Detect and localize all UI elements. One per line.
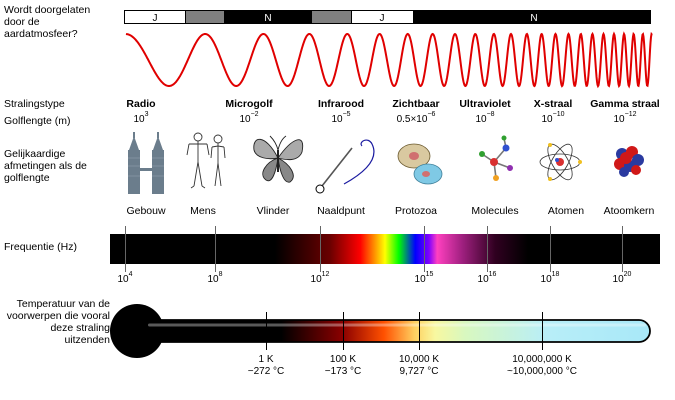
frequency-tick-label: 1016 xyxy=(477,271,497,285)
object-mens: Mens xyxy=(190,205,216,217)
temperature-tick-label: 1 K −272 °C xyxy=(247,354,285,377)
temperature-tick-mark xyxy=(343,312,344,350)
object-protozoa: Protozoa xyxy=(394,205,438,217)
band-gamma-straal: Gamma straal xyxy=(590,98,660,110)
wavelength-label: Golflengte (m) xyxy=(4,115,71,127)
temperature-tick-mark xyxy=(542,312,543,350)
wavelength-ultraviolet: 10−8 xyxy=(475,111,495,125)
atmosphere-label: Wordt doorgelaten door de aardatmosfeer? xyxy=(4,4,91,40)
molecule-icon xyxy=(479,135,513,181)
band-x-straal: X-straal xyxy=(533,98,573,110)
frequency-tick-label: 104 xyxy=(117,271,133,285)
frequency-tick-mark xyxy=(487,226,488,272)
frequency-tick-mark xyxy=(215,226,216,272)
scale-label: Gelijkaardige afmetingen als de golfleng… xyxy=(4,148,87,184)
frequency-tick-mark xyxy=(550,226,551,272)
atmosphere-segment-4 xyxy=(311,10,352,24)
object-gebouw: Gebouw xyxy=(126,205,166,217)
object-vlinder: Vlinder xyxy=(256,205,290,217)
band-ultraviolet: Ultraviolet xyxy=(459,98,511,110)
frequency-tick-mark xyxy=(320,226,321,272)
humans-icon xyxy=(186,132,226,189)
frequency-tick-label: 1018 xyxy=(540,271,560,285)
building-icon xyxy=(128,132,164,194)
butterfly-icon xyxy=(253,135,304,183)
frequency-tick-label: 1015 xyxy=(414,271,434,285)
frequency-spectrum-bar xyxy=(110,234,660,264)
band-zichtbaar: Zichtbaar xyxy=(392,98,440,110)
temperature-tick-label: 10,000 K 9,727 °C xyxy=(398,354,440,377)
temperature-tick-mark xyxy=(266,312,267,350)
radiation-type-label: Stralingstype xyxy=(4,98,65,110)
atmosphere-bar: J N J N xyxy=(124,10,651,24)
wavelength-microgolf: 10−2 xyxy=(239,111,259,125)
frequency-tick-mark xyxy=(125,226,126,272)
object-molecules: Molecules xyxy=(471,205,519,217)
wavelength-zichtbaar: 0.5×10−6 xyxy=(396,111,436,125)
atmosphere-segment-2 xyxy=(185,10,225,24)
wavelength-radio: 103 xyxy=(133,111,149,125)
wavelength-infrarood: 10−5 xyxy=(331,111,351,125)
electromagnetic-wave xyxy=(125,31,653,89)
band-microgolf: Microgolf xyxy=(225,98,273,110)
thermometer xyxy=(110,304,651,358)
atom-icon xyxy=(539,143,582,181)
object-atoomkern: Atoomkern xyxy=(603,205,655,217)
wavelength-x-straal: 10−10 xyxy=(541,111,565,125)
band-radio: Radio xyxy=(126,98,156,110)
frequency-tick-label: 108 xyxy=(207,271,223,285)
atmosphere-label-3: N xyxy=(264,13,271,24)
frequency-tick-label: 1012 xyxy=(310,271,330,285)
object-naaldpunt: Naaldpunt xyxy=(317,205,365,217)
band-infrarood: Infrarood xyxy=(317,98,365,110)
frequency-tick-mark xyxy=(622,226,623,272)
protozoa-icon xyxy=(397,143,443,185)
atmosphere-segment-6 xyxy=(413,10,651,24)
temperature-tick-label: 100 K −173 °C xyxy=(324,354,362,377)
temperature-label: Temperatuur van de voorwerpen die vooral… xyxy=(6,298,110,346)
frequency-label: Frequentie (Hz) xyxy=(4,241,77,253)
atmosphere-label-6: N xyxy=(530,13,537,24)
wave-graphic xyxy=(125,31,653,89)
frequency-tick-label: 1020 xyxy=(612,271,632,285)
temperature-tick-mark xyxy=(419,312,420,350)
nucleus-icon xyxy=(614,146,644,177)
atmosphere-label-1: J xyxy=(153,13,158,24)
atmosphere-label-5: J xyxy=(380,13,385,24)
temperature-tick-label: 10,000,000 K ~10,000,000 °C xyxy=(507,354,577,377)
wavelength-gamma-straal: 10−12 xyxy=(613,111,637,125)
needle-icon xyxy=(315,139,375,194)
object-atomen: Atomen xyxy=(547,205,585,217)
frequency-tick-mark xyxy=(424,226,425,272)
